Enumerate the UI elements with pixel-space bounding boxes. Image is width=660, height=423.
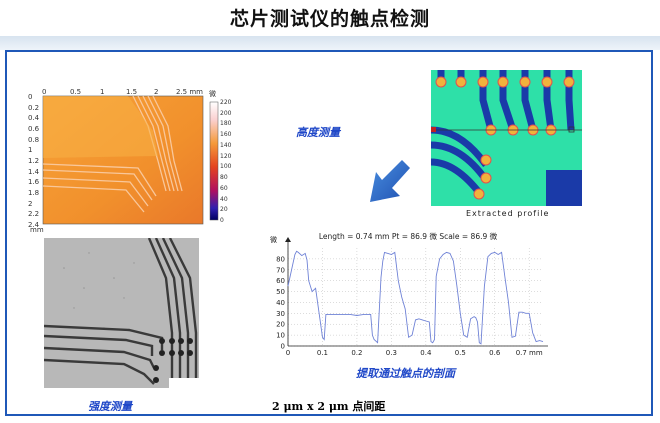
hm-colorbar-tick: 220 [220,99,232,106]
hm-ytick: 1.6 [28,178,40,187]
profile-chart: Length = 0.74 mm Pt = 86.9 微 Scale = 86.… [270,231,548,357]
chart-ticks: 0 10 20 30 40 50 60 70 80 0 0.1 0.2 0.3 0.4 0.5 0.6 0.7 … [276,255,543,357]
chart-y-tick-label: 10 [276,332,285,340]
hm-colorbar-tick: 200 [220,109,232,117]
chart-y-axis-label: 微 [270,235,277,244]
hm-xtick: 0.5 [70,88,82,96]
chart-axes [285,237,548,347]
chart-y-tick-label: 0 [281,343,285,351]
intensity-image [44,238,199,388]
chart-title: Length = 0.74 mm Pt = 86.9 微 Scale = 86.… [319,231,498,241]
hm-xtick: 0 [42,88,47,96]
chart-y-axis-arrow [285,237,291,242]
hm-ytick: 0.4 [28,114,40,123]
chart-y-tick-label: 50 [276,288,285,296]
hm-colorbar-tick: 140 [220,141,232,149]
hm-ytick: 0.6 [28,125,40,133]
hm-xtick: 1.5 [126,88,138,96]
hm-colorbar-tick: 180 [220,120,232,128]
hm-colorbar-tick: 20 [220,206,228,214]
hm-ytick: 2.4 [28,221,40,229]
chart-x-tick-label: 0.3 [386,349,397,357]
profile-series-line [287,250,544,345]
chart-y-tick-label: 70 [276,266,285,274]
chart-x-tick-label: 0.7 mm [516,349,543,357]
hm-ytick: 0.2 [28,103,40,112]
profile-caption: 提取通过触点的剖面 [356,367,455,380]
height-measure-label: 高度测量 [296,126,340,139]
hm-ytick: 1 [28,146,33,155]
hm-colorbar-unit: 微 [209,90,216,98]
chart-y-tick-label: 80 [276,255,285,263]
title-bar-decoration [0,36,660,50]
hm-colorbar-tick: 40 [220,195,228,203]
hm-colorbar-tick: 160 [220,131,232,139]
intensity-measure-label: 强度测量 [88,400,132,413]
heightmap-panel: 0 0.5 1 1.5 2 2.5 mm mm 微 0 0.2 0.4 0.6 0.8 1… [28,86,232,236]
hm-ytick: 1.8 [28,189,40,197]
chart-y-tick-label: 20 [276,321,285,329]
chart-x-tick-label: 0.2 [351,349,362,357]
chart-x-tick-label: 0.4 [420,349,432,357]
chart-x-tick-label: 0.6 [489,349,501,357]
hm-yunit: mm [30,226,44,234]
arrow-icon [370,160,410,202]
chart-x-tick-label: 0 [286,349,290,357]
chart-grid [287,248,543,347]
hm-ytick: 2.2 [28,210,40,219]
contact-height-image [431,70,582,206]
hm-ytick: 0.8 [28,135,40,144]
hm-xtick: 1 [100,88,105,96]
chart-y-tick-label: 40 [276,299,285,307]
hm-xtick: 2 [154,88,159,96]
hm-ytick: 2 [28,199,33,208]
hm-colorbar-tick: 0 [220,217,224,224]
slide-title: 芯片测试仪的触点检测 [229,8,430,30]
chart-y-tick-label: 60 [276,277,285,285]
hm-ytick: 0 [28,93,33,101]
hm-xtick: 2.5 mm [176,88,203,96]
hm-colorbar-tick: 60 [220,184,228,192]
chart-y-tick-label: 30 [276,310,285,318]
hm-ytick: 1.2 [28,157,40,165]
extracted-profile-label: Extracted profile [466,209,550,218]
hm-colorbar-tick: 100 [220,163,232,171]
chart-x-tick-label: 0.5 [455,349,466,357]
heightmap-image [42,95,219,225]
chart-x-tick-label: 0.1 [317,349,328,357]
hm-ytick: 1.4 [28,167,40,176]
spacing-note: 2 μm x 2 μm 点间距 [272,400,386,413]
hm-colorbar-tick: 120 [220,152,232,160]
hm-colorbar-tick: 80 [220,174,228,182]
